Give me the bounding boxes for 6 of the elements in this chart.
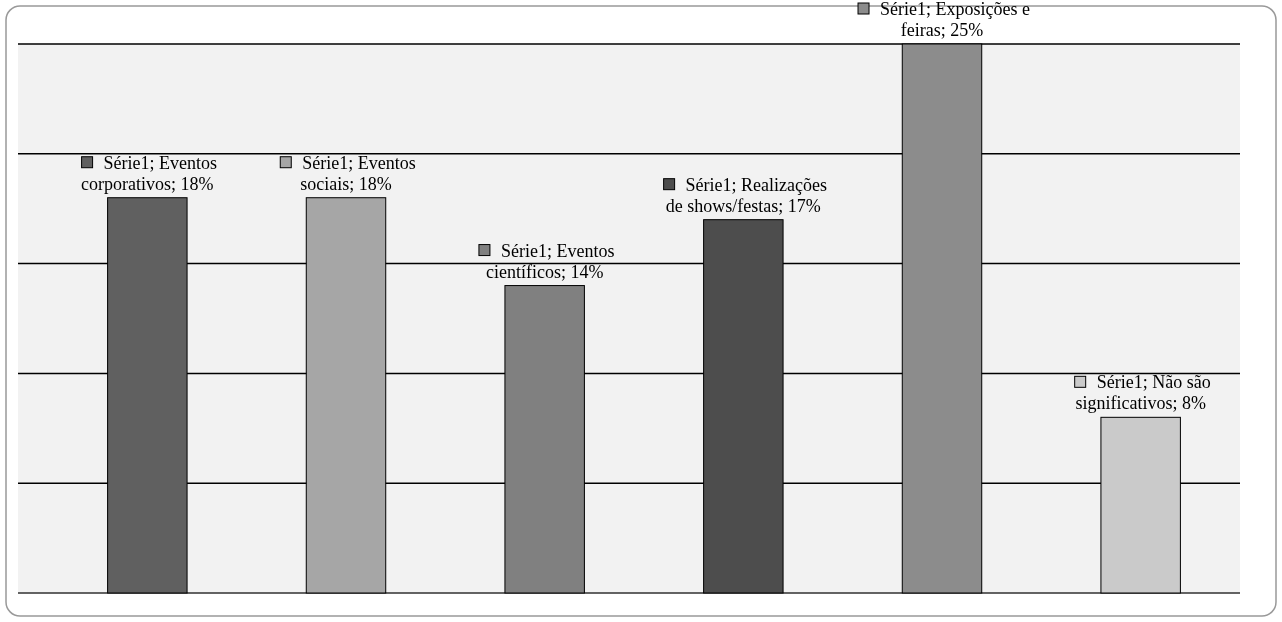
- data-label: Série1; Eventos científicos; 14%: [485, 240, 615, 282]
- data-label: Série1; Eventos corporativos; 18%: [81, 152, 218, 194]
- data-label: Série1; Realizações de shows/festas; 17%: [665, 174, 828, 216]
- data-label: Série1; Exposições e feiras; 25%: [880, 0, 1030, 40]
- data-label: Série1; Não são significativos; 8%: [1075, 372, 1211, 414]
- data-label: Série1; Eventos sociais; 18%: [300, 152, 416, 194]
